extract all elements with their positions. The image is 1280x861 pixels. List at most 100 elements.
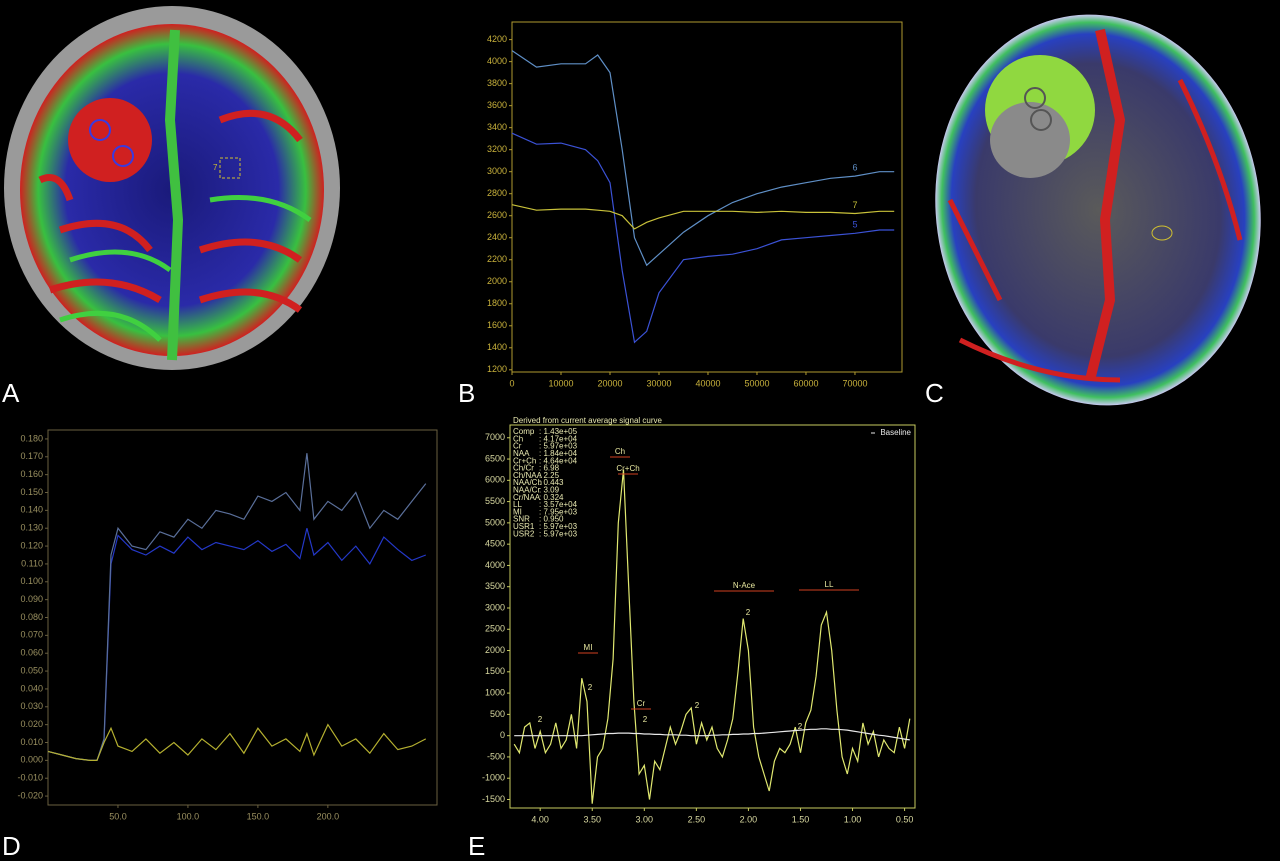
roi-label: 7 xyxy=(213,163,218,172)
annotation: Cr xyxy=(637,699,646,708)
series-line xyxy=(47,723,427,761)
y-tick-label: 4000 xyxy=(487,56,507,66)
y-tick-label: 0.030 xyxy=(20,701,43,711)
stat-text: : 1.84e+04 xyxy=(539,449,578,458)
x-tick-label: 70000 xyxy=(842,378,867,388)
series-line xyxy=(47,453,427,761)
stat-text: SNR xyxy=(513,515,530,524)
stat-text: Ch/Cr xyxy=(513,464,534,473)
series-line xyxy=(511,132,895,344)
y-tick-label: 0.050 xyxy=(20,665,43,675)
x-tick-label: 1.50 xyxy=(792,814,810,824)
stat-text: : 7.95e+03 xyxy=(539,507,578,516)
y-tick-label: 2800 xyxy=(487,188,507,198)
y-tick-label: 1400 xyxy=(487,342,507,352)
y-tick-label: 1800 xyxy=(487,298,507,308)
x-tick-label: 200.0 xyxy=(317,811,340,821)
annotation: Ch xyxy=(615,447,625,456)
annotation: 2 xyxy=(695,701,700,710)
stat-text: NAA xyxy=(513,449,530,458)
annotation: 2 xyxy=(538,715,543,724)
y-tick-label: 3500 xyxy=(485,581,505,591)
y-tick-label: -0.010 xyxy=(17,773,43,783)
x-tick-label: 0.50 xyxy=(896,814,914,824)
y-tick-label: 4000 xyxy=(485,560,505,570)
x-tick-label: 4.00 xyxy=(531,814,549,824)
panel-label: E xyxy=(468,831,485,861)
y-tick-label: 4500 xyxy=(485,539,505,549)
y-tick-label: 0.170 xyxy=(20,451,43,461)
annotation: MI xyxy=(584,643,593,652)
roi xyxy=(1024,87,1046,109)
y-tick-label: 3600 xyxy=(487,100,507,110)
stat-text: Ch/NAA xyxy=(513,471,543,480)
x-tick-label: 0 xyxy=(509,378,514,388)
vessels xyxy=(38,109,303,313)
x-tick-label: 2.00 xyxy=(740,814,758,824)
plot-frame xyxy=(47,429,438,806)
y-tick-label: 0.160 xyxy=(20,469,43,479)
x-tick-label: 50000 xyxy=(744,378,769,388)
y-tick-label: -1500 xyxy=(482,794,505,804)
roi xyxy=(1151,225,1173,241)
x-tick-label: 1.00 xyxy=(844,814,862,824)
tumor xyxy=(68,98,152,182)
stat-text: : 4.17e+04 xyxy=(539,434,578,443)
y-tick-label: 0.180 xyxy=(20,433,43,443)
x-tick-label: 20000 xyxy=(597,378,622,388)
stat-text: Cr xyxy=(513,442,522,451)
y-tick-label: 0.010 xyxy=(20,737,43,747)
x-tick-label: 10000 xyxy=(548,378,573,388)
y-tick-label: 3000 xyxy=(487,166,507,176)
y-tick-label: 0.000 xyxy=(20,755,43,765)
y-tick-label: -1000 xyxy=(482,773,505,783)
y-tick-label: 0.140 xyxy=(20,505,43,515)
y-tick-label: 0.120 xyxy=(20,540,43,550)
image-c xyxy=(935,14,1261,406)
x-tick-label: 30000 xyxy=(646,378,671,388)
series-line xyxy=(513,469,911,804)
y-tick-label: 0.070 xyxy=(20,630,43,640)
y-tick-label: 1600 xyxy=(487,320,507,330)
y-tick-label: 0.060 xyxy=(20,648,43,658)
y-tick-label: 500 xyxy=(490,709,505,719)
x-tick-label: 3.00 xyxy=(636,814,654,824)
y-tick-label: 0.040 xyxy=(20,683,43,693)
stat-text: USR1 xyxy=(513,522,535,531)
series-label: 6 xyxy=(852,162,857,172)
x-tick-label: 3.50 xyxy=(583,814,601,824)
stat-text: : 5.97e+03 xyxy=(539,529,578,538)
x-tick-label: 2.50 xyxy=(688,814,706,824)
y-tick-label: 1200 xyxy=(487,364,507,374)
stat-text: : 2.25 xyxy=(539,471,560,480)
y-tick-label: 0.100 xyxy=(20,576,43,586)
y-tick-label: 7000 xyxy=(485,432,505,442)
stat-text: : 4.64e+04 xyxy=(539,456,578,465)
roi xyxy=(1030,109,1052,131)
annotation: 2 xyxy=(746,608,751,617)
stat-text: : 1.43e+05 xyxy=(539,427,578,436)
y-tick-label: 1000 xyxy=(485,687,505,697)
series-line xyxy=(511,50,895,267)
stat-text: Cr/NAA xyxy=(513,493,541,502)
y-tick-label: 1500 xyxy=(485,666,505,676)
plot-frame xyxy=(509,424,916,809)
y-tick-label: 5000 xyxy=(485,517,505,527)
stat-text: MI xyxy=(513,507,522,516)
vessels xyxy=(947,78,1243,383)
y-tick-label: 5500 xyxy=(485,496,505,506)
x-tick-label: 40000 xyxy=(695,378,720,388)
y-tick-label: 3400 xyxy=(487,122,507,132)
y-tick-label: 0.110 xyxy=(21,558,43,568)
stat-text: : 5.97e+03 xyxy=(539,442,578,451)
y-tick-label: 2200 xyxy=(487,254,507,264)
series-label: 5 xyxy=(852,220,857,230)
panel-label: C xyxy=(925,378,944,408)
y-tick-label: 6500 xyxy=(485,453,505,463)
image-a: 7 xyxy=(4,6,340,370)
series-line xyxy=(511,204,895,230)
stat-text: : 0.443 xyxy=(539,478,564,487)
midline xyxy=(164,29,184,361)
